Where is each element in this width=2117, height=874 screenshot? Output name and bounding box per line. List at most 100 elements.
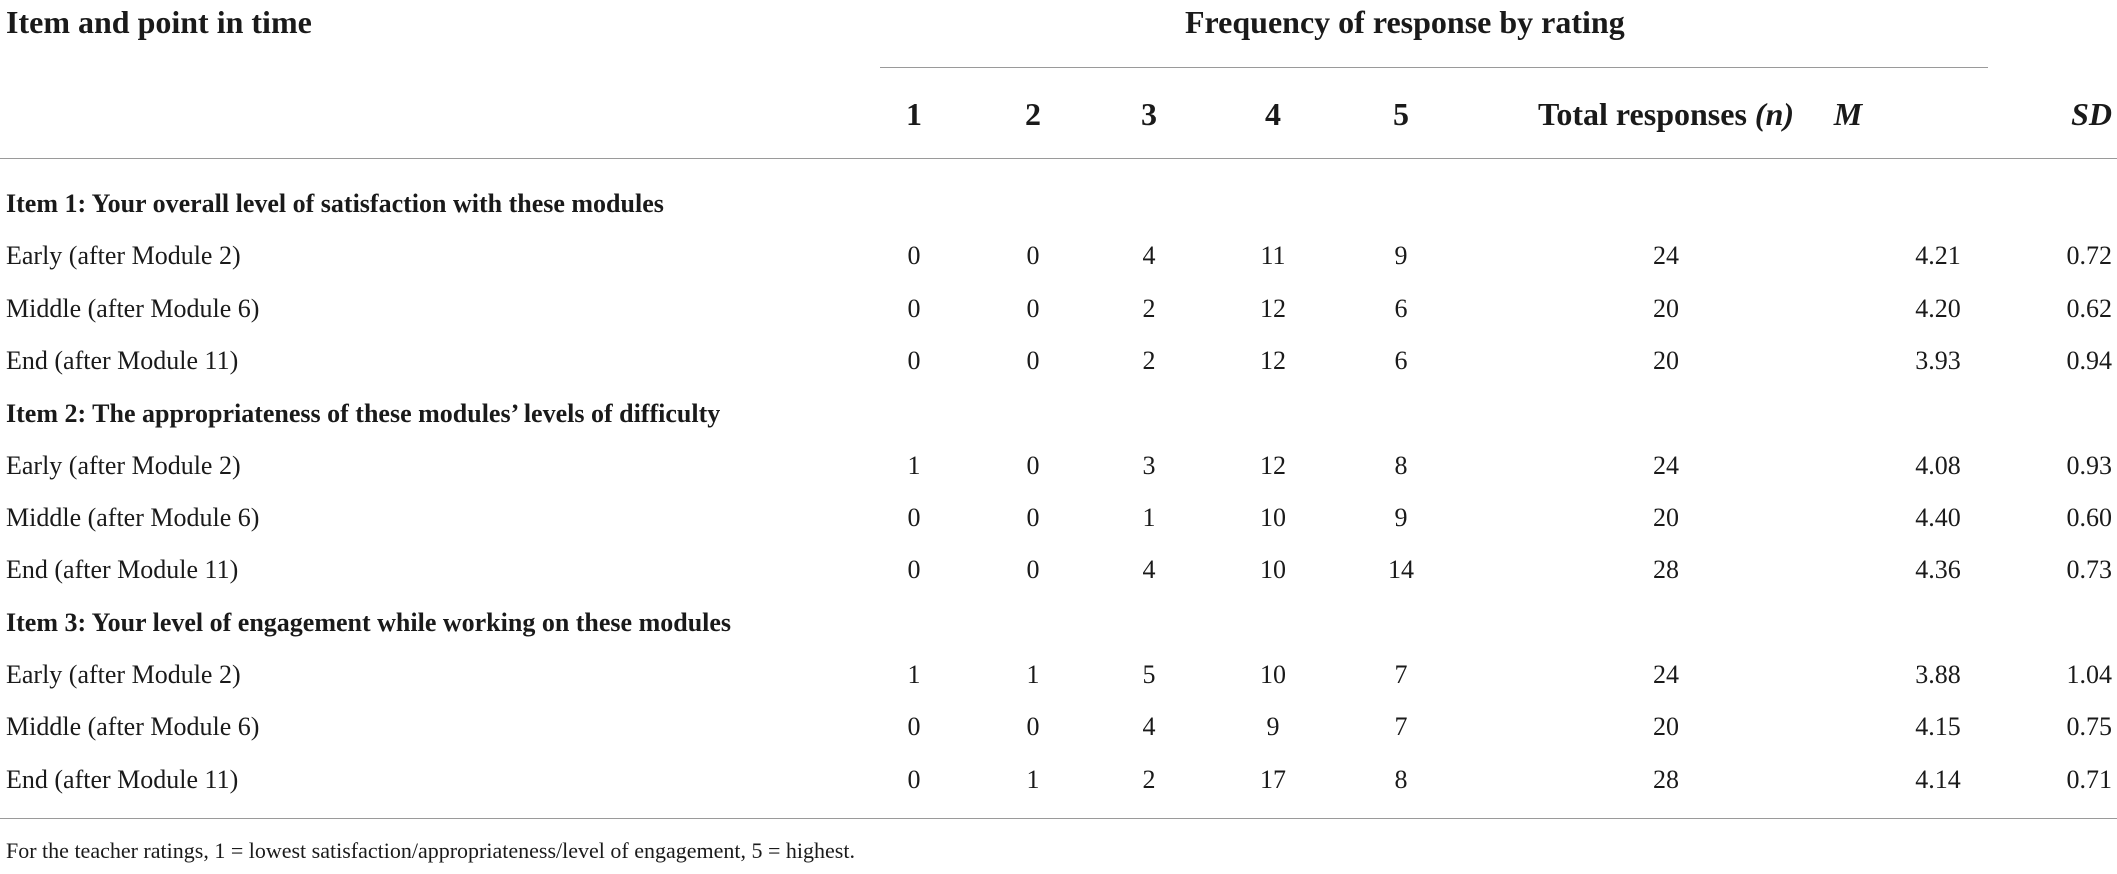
- cell-rating-3: 2: [1142, 765, 1156, 794]
- cell-rating-5: 6: [1394, 294, 1408, 323]
- row-label: End (after Module 11): [6, 346, 239, 375]
- cell-sd: 0.62: [2066, 294, 2113, 323]
- item-column-header: Item and point in time: [6, 4, 312, 40]
- cell-sd: 0.93: [2066, 451, 2113, 480]
- mean-header: M: [1833, 96, 1863, 132]
- section-title-item-3: Item 3: Your level of engagement while w…: [6, 608, 732, 637]
- table-row: End (after Module 11) 0 1 2 17 8 28 4.14…: [0, 758, 2117, 802]
- cell-rating-1: 1: [907, 451, 921, 480]
- cell-rating-5: 8: [1394, 451, 1408, 480]
- cell-rating-2: 1: [1026, 660, 1040, 689]
- cell-total: 24: [1653, 451, 1679, 480]
- table-footnote: For the teacher ratings, 1 = lowest sati…: [6, 838, 855, 863]
- cell-rating-5: 8: [1394, 765, 1408, 794]
- sd-header: SD: [2071, 96, 2112, 132]
- cell-rating-2: 0: [1026, 503, 1040, 532]
- cell-rating-4: 10: [1260, 555, 1286, 584]
- cell-rating-2: 0: [1026, 555, 1040, 584]
- cell-total: 20: [1653, 503, 1679, 532]
- header-bottom-rule: [0, 158, 2117, 159]
- cell-mean: 4.21: [1915, 241, 1961, 270]
- cell-rating-1: 0: [907, 765, 921, 794]
- cell-rating-1: 0: [907, 241, 921, 270]
- row-label: Early (after Module 2): [6, 451, 241, 480]
- cell-rating-2: 0: [1026, 294, 1040, 323]
- cell-mean: 3.88: [1915, 660, 1961, 689]
- cell-total: 20: [1653, 712, 1679, 741]
- cell-mean: 4.14: [1915, 765, 1961, 794]
- cell-rating-3: 4: [1142, 712, 1156, 741]
- table-row: End (after Module 11) 0 0 4 10 14 28 4.3…: [0, 548, 2117, 592]
- cell-rating-2: 0: [1026, 451, 1040, 480]
- frequency-group-header: Frequency of response by rating: [1185, 4, 1625, 40]
- cell-mean: 4.40: [1915, 503, 1961, 532]
- total-responses-n: (n): [1754, 96, 1795, 132]
- table-bottom-rule: [0, 818, 2117, 819]
- cell-rating-4: 12: [1260, 294, 1286, 323]
- table-row: End (after Module 11) 0 0 2 12 6 20 3.93…: [0, 339, 2117, 383]
- cell-rating-5: 9: [1394, 503, 1408, 532]
- row-label: Early (after Module 2): [6, 660, 241, 689]
- row-label: End (after Module 11): [6, 555, 239, 584]
- cell-rating-5: 7: [1394, 712, 1408, 741]
- cell-rating-5: 14: [1388, 555, 1414, 584]
- cell-rating-4: 12: [1260, 346, 1286, 375]
- row-label: End (after Module 11): [6, 765, 239, 794]
- cell-rating-3: 4: [1142, 241, 1156, 270]
- cell-sd: 0.60: [2066, 503, 2113, 532]
- row-label: Middle (after Module 6): [6, 712, 260, 741]
- cell-rating-5: 7: [1394, 660, 1408, 689]
- cell-mean: 4.15: [1915, 712, 1961, 741]
- section-title-item-1: Item 1: Your overall level of satisfacti…: [6, 189, 664, 218]
- cell-rating-3: 2: [1142, 294, 1156, 323]
- cell-rating-2: 0: [1026, 241, 1040, 270]
- table-row: Early (after Module 2) 1 0 3 12 8 24 4.0…: [0, 444, 2117, 488]
- cell-rating-3: 2: [1142, 346, 1156, 375]
- table-row: Middle (after Module 6) 0 0 2 12 6 20 4.…: [0, 287, 2117, 331]
- cell-rating-4: 11: [1260, 241, 1286, 270]
- cell-rating-4: 9: [1266, 712, 1280, 741]
- cell-sd: 0.71: [2066, 765, 2113, 794]
- cell-total: 28: [1653, 555, 1679, 584]
- cell-rating-3: 4: [1142, 555, 1156, 584]
- cell-rating-1: 1: [907, 660, 921, 689]
- rating-5-header: 5: [1393, 96, 1409, 132]
- cell-total: 20: [1653, 346, 1679, 375]
- cell-rating-4: 10: [1260, 660, 1286, 689]
- cell-total: 24: [1653, 241, 1679, 270]
- cell-sd: 0.72: [2066, 241, 2113, 270]
- cell-rating-1: 0: [907, 294, 921, 323]
- rating-2-header: 2: [1025, 96, 1041, 132]
- cell-rating-5: 6: [1394, 346, 1408, 375]
- table-row: Middle (after Module 6) 0 0 4 9 7 20 4.1…: [0, 705, 2117, 749]
- cell-mean: 4.20: [1915, 294, 1961, 323]
- cell-rating-3: 5: [1142, 660, 1156, 689]
- cell-rating-5: 9: [1394, 241, 1408, 270]
- group-header-rule: [880, 67, 1988, 68]
- cell-mean: 3.93: [1915, 346, 1961, 375]
- cell-rating-4: 17: [1260, 765, 1286, 794]
- cell-rating-1: 0: [907, 555, 921, 584]
- cell-total: 28: [1653, 765, 1679, 794]
- cell-rating-4: 10: [1260, 503, 1286, 532]
- cell-sd: 0.73: [2066, 555, 2113, 584]
- cell-rating-1: 0: [907, 346, 921, 375]
- cell-rating-2: 0: [1026, 712, 1040, 741]
- cell-rating-1: 0: [907, 712, 921, 741]
- total-responses-header: Total responses (n): [1516, 92, 1816, 136]
- rating-4-header: 4: [1265, 96, 1281, 132]
- cell-rating-2: 0: [1026, 346, 1040, 375]
- rating-1-header: 1: [906, 96, 922, 132]
- cell-sd: 0.75: [2066, 712, 2113, 741]
- section-title-item-2: Item 2: The appropriateness of these mod…: [6, 399, 721, 428]
- cell-rating-1: 0: [907, 503, 921, 532]
- table-row: Early (after Module 2) 0 0 4 11 9 24 4.2…: [0, 234, 2117, 278]
- table-row: Middle (after Module 6) 0 0 1 10 9 20 4.…: [0, 496, 2117, 540]
- cell-rating-4: 12: [1260, 451, 1286, 480]
- cell-mean: 4.36: [1915, 555, 1961, 584]
- total-responses-label: Total responses: [1537, 96, 1755, 132]
- rating-3-header: 3: [1141, 96, 1157, 132]
- cell-sd: 0.94: [2066, 346, 2113, 375]
- cell-total: 24: [1653, 660, 1679, 689]
